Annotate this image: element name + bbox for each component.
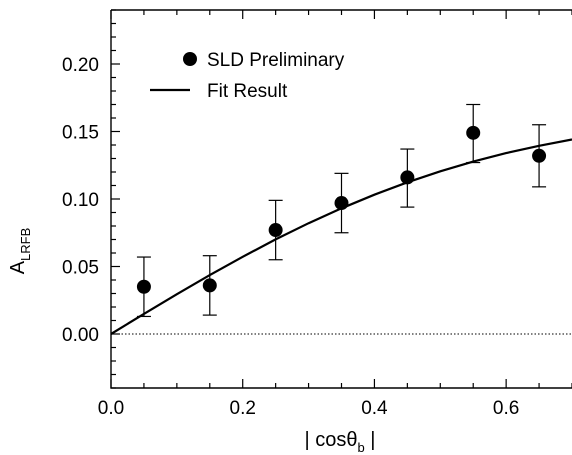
y-tick-label: 0.00 bbox=[62, 325, 99, 346]
x-tick-label: 0.6 bbox=[493, 398, 519, 419]
legend-marker-points bbox=[183, 52, 197, 66]
data-point bbox=[466, 125, 481, 140]
plot-area: 0.0 0.2 0.4 0.6 0.00 0.05 0.10 0.15 0.20 SLD Prel… bbox=[62, 9, 572, 419]
data-point bbox=[202, 278, 217, 293]
y-tick-label: 0.15 bbox=[62, 123, 99, 144]
x-tick-label: 0.4 bbox=[361, 398, 388, 419]
x-axis-title-sub: b bbox=[358, 440, 365, 455]
data-point bbox=[136, 279, 151, 294]
x-axis-title: | cosθb | bbox=[305, 429, 376, 455]
x-tick-label: 0.0 bbox=[98, 398, 124, 419]
x-tick-label: 0.2 bbox=[230, 398, 256, 419]
y-tick-label: 0.10 bbox=[62, 190, 99, 211]
x-axis-title-end: | bbox=[365, 429, 376, 451]
legend-label-points: SLD Preliminary bbox=[207, 50, 345, 71]
y-tick-label: 0.20 bbox=[62, 55, 99, 76]
legend-label-line: Fit Result bbox=[207, 81, 288, 102]
y-axis-title-main: A bbox=[7, 260, 29, 274]
fit-result-line bbox=[110, 138, 572, 335]
y-tick-label: 0.05 bbox=[62, 258, 99, 279]
y-axis-title-sub: LRFB bbox=[18, 228, 33, 261]
x-axis-title-main: | cosθ bbox=[305, 429, 358, 451]
data-point bbox=[268, 223, 283, 238]
y-axis-title: ALRFB bbox=[7, 228, 33, 275]
data-point bbox=[532, 148, 547, 163]
